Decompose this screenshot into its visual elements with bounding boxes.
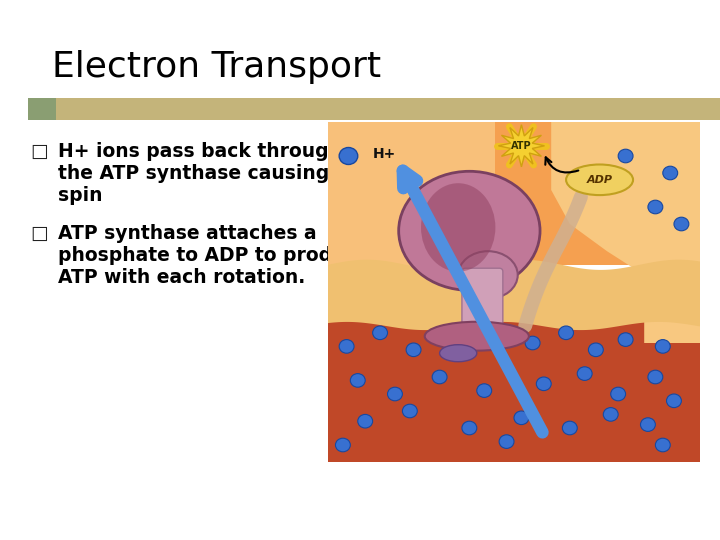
Circle shape [588,343,603,356]
Circle shape [603,408,618,421]
Polygon shape [552,122,700,343]
Ellipse shape [440,345,477,362]
Circle shape [663,166,678,180]
Text: spin: spin [58,186,102,205]
Circle shape [648,370,663,384]
Circle shape [339,147,358,165]
Ellipse shape [399,171,540,291]
Circle shape [577,367,592,380]
Text: ATP with each rotation.: ATP with each rotation. [58,268,305,287]
Circle shape [462,421,477,435]
Text: ATP: ATP [511,141,532,151]
Text: Electron Transport: Electron Transport [52,50,381,84]
Circle shape [611,387,626,401]
Circle shape [667,394,681,408]
Circle shape [406,343,421,356]
Circle shape [562,421,577,435]
Circle shape [525,336,540,350]
Circle shape [351,374,365,387]
Circle shape [477,384,492,397]
Text: H+ ions pass back through: H+ ions pass back through [58,142,342,161]
Bar [328,122,700,265]
Circle shape [499,435,514,448]
Text: the ATP synthase causing it to: the ATP synthase causing it to [58,164,379,183]
Circle shape [536,377,552,390]
Bar [328,122,495,275]
Circle shape [402,404,418,418]
Circle shape [387,387,402,401]
Circle shape [336,438,351,452]
Text: □: □ [30,142,48,161]
Circle shape [440,329,454,343]
Polygon shape [498,125,544,167]
Text: ATP synthase attaches a: ATP synthase attaches a [58,224,317,243]
Circle shape [618,333,633,346]
Circle shape [648,200,663,214]
Text: □: □ [30,224,48,243]
Circle shape [373,326,387,340]
Text: ADP: ADP [587,175,613,185]
Polygon shape [328,260,700,330]
Ellipse shape [458,251,518,299]
Circle shape [655,340,670,353]
Text: phosphate to ADP to produce: phosphate to ADP to produce [58,246,369,265]
Circle shape [358,414,373,428]
Bar [56,98,720,120]
Bar [328,319,700,462]
Circle shape [674,217,689,231]
Ellipse shape [421,183,495,272]
Circle shape [514,411,529,424]
Circle shape [432,370,447,384]
Circle shape [559,326,574,340]
Ellipse shape [425,322,529,350]
Ellipse shape [566,165,633,195]
FancyBboxPatch shape [462,268,503,336]
Circle shape [641,418,655,431]
Text: H+: H+ [373,147,396,161]
Circle shape [339,340,354,353]
Bar [28,98,56,120]
Circle shape [618,149,633,163]
Circle shape [655,438,670,452]
